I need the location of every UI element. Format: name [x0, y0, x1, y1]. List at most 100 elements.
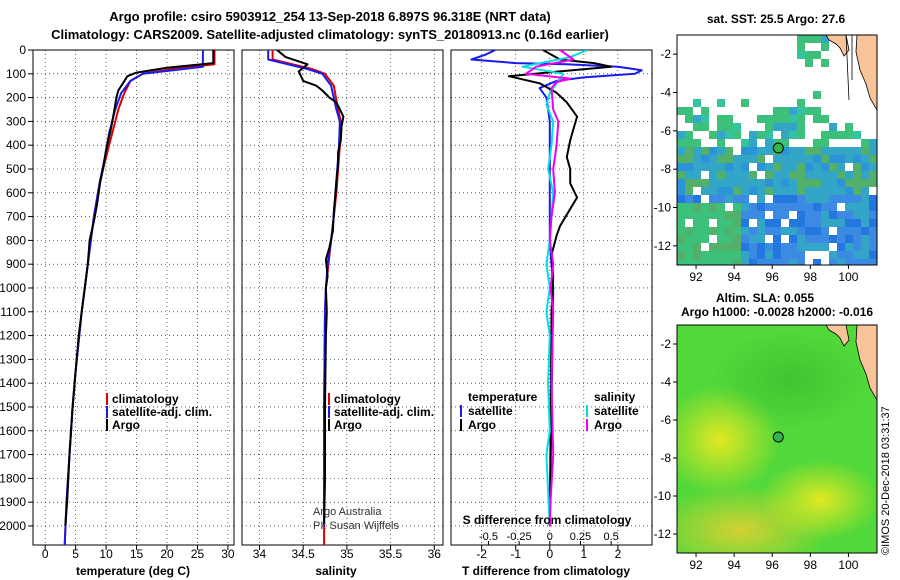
- sst-cell: [677, 211, 685, 219]
- sst-cell: [677, 203, 685, 211]
- sst-cell: [749, 243, 757, 251]
- sst-map-frame: [676, 34, 878, 266]
- sst-cell: [773, 235, 781, 243]
- sst-cell: [773, 171, 781, 179]
- y-tick-label: 900: [6, 257, 26, 271]
- sst-cell: [701, 235, 709, 243]
- sst-cell: [861, 155, 869, 163]
- sst-cell: [861, 163, 869, 171]
- sst-cell: [829, 187, 837, 195]
- sst-cell: [869, 251, 877, 259]
- sst-cell: [693, 259, 701, 265]
- sst-cell: [765, 179, 773, 187]
- x-tick-label: 0: [546, 547, 553, 561]
- map-x-tick-label: 100: [838, 270, 858, 284]
- sst-cell: [677, 163, 685, 171]
- sst-cell: [869, 203, 877, 211]
- sst-cell: [685, 243, 693, 251]
- sst-cell: [701, 219, 709, 227]
- sst-cell: [829, 163, 837, 171]
- sst-cell: [725, 147, 733, 155]
- x-tick-label: 36: [428, 547, 442, 561]
- legend-label-s-argo: Argo: [594, 418, 622, 432]
- map-y-tick-label: -10: [654, 201, 672, 215]
- sst-cell: [773, 107, 781, 115]
- sst-cell: [853, 163, 861, 171]
- sst-cell: [757, 219, 765, 227]
- sst-cell: [749, 179, 757, 187]
- sst-cell: [677, 227, 685, 235]
- sst-cell: [765, 147, 773, 155]
- sst-cell: [741, 227, 749, 235]
- sst-cell: [813, 171, 821, 179]
- sst-cell: [861, 219, 869, 227]
- sst-cell: [797, 123, 805, 131]
- sst-cell: [677, 147, 685, 155]
- sst-cell: [821, 187, 829, 195]
- sst-cell: [677, 107, 685, 115]
- y-tick-label: 1400: [0, 376, 26, 390]
- legend-label-s-satellite: satellite: [594, 404, 639, 418]
- sst-cell: [781, 155, 789, 163]
- difference-legend-temperature: temperature satellite Argo: [460, 390, 538, 432]
- x-tick-label: 35: [340, 547, 354, 561]
- salinity-series: [267, 50, 345, 545]
- sst-cell: [869, 211, 877, 219]
- sst-cell: [837, 227, 845, 235]
- sst-cell: [741, 99, 749, 107]
- x-tick-label: 20: [160, 547, 174, 561]
- sst-cell: [789, 179, 797, 187]
- sst-cell: [869, 243, 877, 251]
- sst-cell: [781, 139, 789, 147]
- s-tick-label: 0: [547, 531, 553, 543]
- sst-cell: [789, 195, 797, 203]
- sst-cell: [789, 187, 797, 195]
- map-y-tick-label: -10: [654, 489, 672, 503]
- sst-cell: [773, 211, 781, 219]
- sst-cell: [701, 155, 709, 163]
- sst-cell: [701, 227, 709, 235]
- sst-cell: [797, 147, 805, 155]
- sst-cell: [821, 59, 829, 67]
- sst-cell: [765, 163, 773, 171]
- map-x-tick-label: 96: [766, 558, 780, 572]
- sst-cell: [765, 203, 773, 211]
- x-tick-label: 25: [191, 547, 205, 561]
- sst-cell: [829, 235, 837, 243]
- sst-cell: [829, 203, 837, 211]
- sst-cell: [789, 163, 797, 171]
- sst-cell: [717, 99, 725, 107]
- sst-cell: [693, 115, 701, 123]
- sst-cell: [797, 243, 805, 251]
- sst-cell: [677, 219, 685, 227]
- sst-cell: [805, 203, 813, 211]
- sst-cell: [741, 147, 749, 155]
- sst-cell: [725, 163, 733, 171]
- sst-cell: [685, 235, 693, 243]
- sst-cell: [821, 163, 829, 171]
- sst-cell: [789, 155, 797, 163]
- sst-cell: [821, 179, 829, 187]
- sst-cell: [701, 115, 709, 123]
- sst-cell: [741, 243, 749, 251]
- sst-cell: [717, 235, 725, 243]
- sst-cell: [701, 187, 709, 195]
- temperature-series: [63, 50, 216, 545]
- sst-cell: [821, 147, 829, 155]
- sst-cell: [677, 155, 685, 163]
- sst-cell: [709, 211, 717, 219]
- sst-cell: [813, 35, 821, 43]
- argo-position-marker-sst: [772, 142, 784, 154]
- y-tick-label: 1300: [0, 352, 26, 366]
- sst-cell: [829, 195, 837, 203]
- x-tick-label: 5: [72, 547, 79, 561]
- sst-cell: [821, 219, 829, 227]
- sst-cell: [709, 251, 717, 259]
- sst-cell: [709, 171, 717, 179]
- sst-cell: [765, 123, 773, 131]
- sst-cell: [781, 123, 789, 131]
- map-y-tick-label: -2: [660, 47, 671, 61]
- sst-cell: [869, 139, 877, 147]
- sst-cell: [805, 107, 813, 115]
- sst-cell: [709, 131, 717, 139]
